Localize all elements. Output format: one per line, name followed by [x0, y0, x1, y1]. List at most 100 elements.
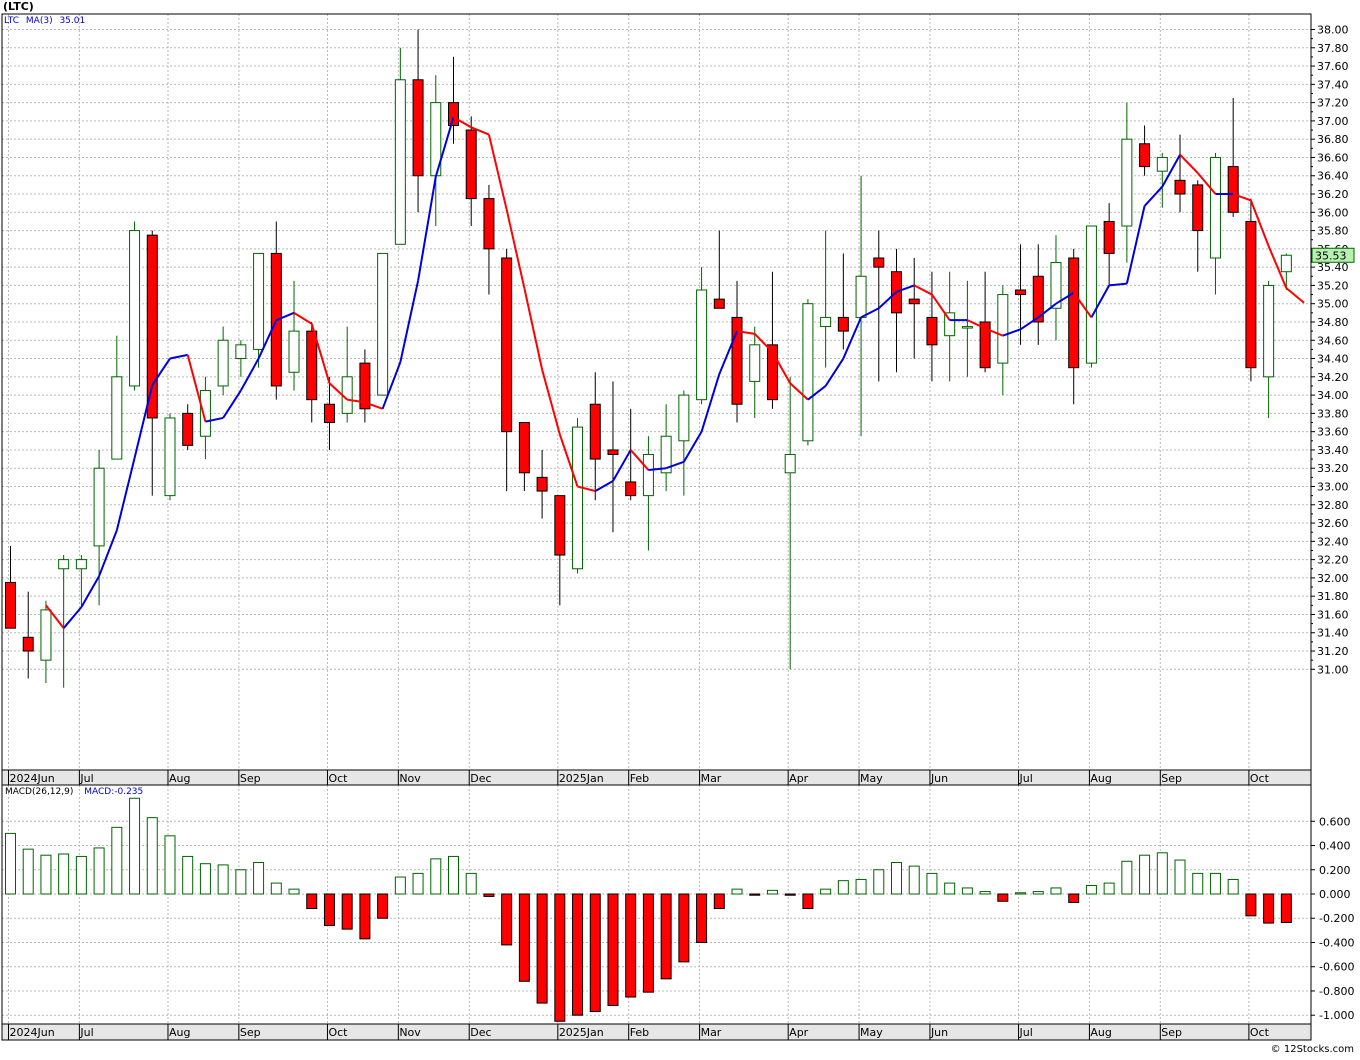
- ma-segment: [878, 291, 898, 310]
- macd-bar-negative: [483, 893, 495, 897]
- price-x-tick-label: Aug: [1090, 772, 1111, 785]
- candle-down: [5, 545, 16, 629]
- legend-ma-label: MA(3): [25, 16, 53, 26]
- candle-body: [1139, 143, 1151, 168]
- price-tick-label: 36.60: [1317, 151, 1349, 164]
- ma-segment: [966, 319, 986, 330]
- candle-body: [1103, 220, 1115, 254]
- candle-up: [997, 285, 1009, 396]
- candle-up: [572, 417, 584, 574]
- price-x-tick-label: Mar: [701, 772, 722, 785]
- macd-bar-positive: [199, 863, 211, 895]
- candle-up: [164, 413, 176, 501]
- macd-bar-positive: [5, 832, 16, 895]
- macd-x-tick-label: 2024Jun: [10, 1026, 55, 1039]
- macd-bar-negative: [642, 893, 654, 993]
- ma-segment: [682, 431, 703, 463]
- candle-body: [1121, 138, 1133, 227]
- macd-tick-label: 0.000: [1319, 888, 1351, 901]
- macd-bar-positive: [129, 797, 141, 895]
- macd-bar-negative: [554, 893, 566, 1022]
- candle-down: [323, 376, 335, 450]
- macd-x-tick-label: Oct: [1250, 1026, 1270, 1039]
- price-tick-label: 33.60: [1317, 426, 1349, 439]
- ma-segment: [629, 449, 650, 471]
- candle-body: [820, 316, 832, 328]
- candle-body: [1245, 220, 1257, 369]
- price-x-tick-label: Sep: [1161, 772, 1182, 785]
- last-price-marker: 35.53: [1311, 247, 1355, 263]
- candle-body: [713, 298, 725, 309]
- candle-up: [696, 267, 708, 405]
- macd-bar-positive: [1050, 887, 1062, 895]
- candle-body: [961, 326, 973, 329]
- candle-up: [111, 335, 123, 460]
- ma-segment: [1161, 154, 1181, 188]
- candle-body: [660, 435, 672, 474]
- macd-bar-negative: [749, 893, 761, 896]
- candle-body: [908, 298, 920, 305]
- price-tick-label: 36.40: [1317, 170, 1349, 183]
- macd-bars: [5, 797, 1292, 1022]
- candle-body: [1174, 179, 1186, 195]
- macd-bar-negative: [607, 893, 619, 1007]
- ma-segment: [293, 311, 313, 325]
- ma-segment: [310, 323, 331, 384]
- price-x-tick-label: Apr: [789, 772, 809, 785]
- ma-segment: [115, 457, 136, 531]
- macd-x-tick-label: Aug: [1090, 1026, 1111, 1039]
- macd-bar-negative: [501, 893, 513, 946]
- candle-down: [501, 248, 513, 492]
- candle-body: [855, 275, 867, 318]
- price-tick-label: 35.80: [1317, 225, 1349, 238]
- macd-bar-positive: [465, 872, 477, 895]
- ma-segment: [1267, 245, 1288, 289]
- macd-bar-positive: [430, 858, 442, 895]
- ma-segment: [1072, 292, 1093, 318]
- price-x-tick-label: 2025Jan: [559, 772, 604, 785]
- macd-bar-negative: [359, 893, 371, 940]
- ma-segment: [205, 416, 224, 423]
- macd-bar-negative: [518, 893, 530, 982]
- price-tick-label: 32.80: [1317, 499, 1349, 512]
- ma-segment: [754, 333, 774, 353]
- macd-x-tick-label: 2025Jan: [559, 1026, 604, 1039]
- price-tick-label: 32.20: [1317, 554, 1349, 567]
- ma-segment: [1090, 284, 1111, 318]
- ma-segment: [347, 398, 366, 404]
- macd-bar-positive: [412, 872, 424, 895]
- macd-bar-negative: [660, 893, 672, 980]
- candle-body: [1192, 184, 1204, 232]
- price-tick-label: 37.20: [1317, 97, 1349, 110]
- ma-segment: [257, 319, 278, 359]
- candle-down: [979, 271, 991, 373]
- legend-ticker: LTC: [4, 16, 20, 26]
- price-tick-label: 33.80: [1317, 407, 1349, 420]
- ma-segment: [186, 354, 207, 422]
- candle-body: [802, 303, 814, 442]
- price-tick-label: 32.60: [1317, 517, 1349, 530]
- macd-bar-positive: [217, 864, 229, 895]
- candle-body: [536, 476, 548, 492]
- price-tick-label: 32.40: [1317, 535, 1349, 548]
- macd-x-tick-label: Mar: [701, 1026, 722, 1039]
- ma-segment: [222, 389, 242, 419]
- macd-bar-positive: [837, 880, 849, 895]
- candle-body: [1156, 156, 1168, 172]
- candle-up: [93, 449, 105, 606]
- price-tick-label: 34.00: [1317, 389, 1349, 402]
- candle-body: [837, 316, 849, 332]
- ma-segment: [417, 176, 437, 282]
- candle-body: [873, 257, 885, 268]
- candle-body: [1085, 225, 1097, 364]
- ma-segment: [789, 382, 809, 401]
- price-plot-area: [2, 14, 1311, 770]
- candle-body: [997, 294, 1009, 364]
- candle-up: [58, 555, 70, 688]
- candle-up: [75, 555, 87, 606]
- macd-bar-negative: [678, 893, 690, 963]
- candle-down: [731, 280, 743, 423]
- macd-legend: MACD(26,12,9) MACD:-0.235: [5, 787, 143, 798]
- macd-bar-positive: [961, 887, 973, 895]
